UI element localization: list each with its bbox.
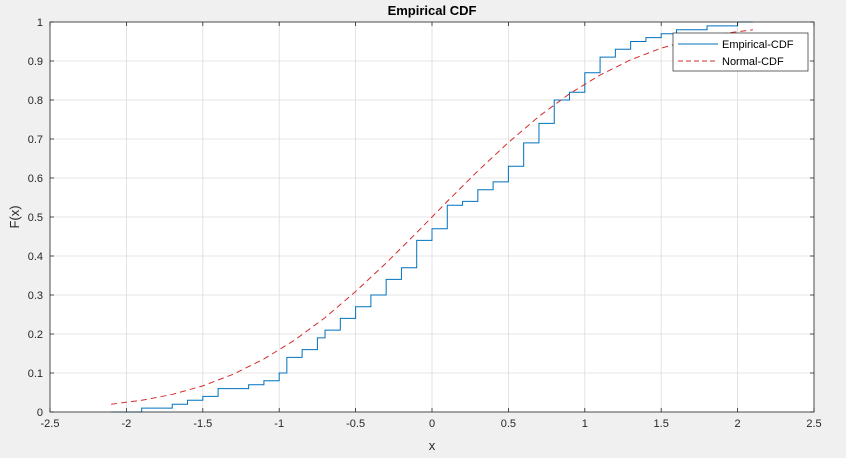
y-tick-label: 1 [37, 17, 43, 29]
x-tick-label: -0.5 [346, 418, 365, 430]
legend-label-normal: Normal-CDF [722, 56, 784, 68]
x-tick-label: 1 [582, 418, 588, 430]
x-tick-label: 2 [735, 418, 741, 430]
y-tick-label: 0.3 [28, 290, 43, 302]
series-line-empirical-cdf [111, 21, 753, 413]
y-tick-label: 0.6 [28, 173, 43, 185]
y-axis-label: F(x) [7, 205, 22, 228]
x-tick-label: 0 [429, 418, 435, 430]
x-tick-label: -1.5 [193, 418, 212, 430]
legend-box [672, 32, 809, 72]
x-tick-label: -1 [274, 418, 284, 430]
y-tick-label: 0.1 [28, 368, 43, 380]
y-tick-label: 0.8 [28, 95, 43, 107]
x-tick-label: 2.5 [806, 418, 821, 430]
y-tick-label: 0 [37, 407, 43, 419]
x-axis-ticks: -2.5 -2 -1.5 -1 -0.5 0 0.5 1 1.5 2 2.5 [41, 22, 822, 430]
y-axis-ticks: 0 0.1 0.2 0.3 0.4 0.5 0.6 0.7 0.8 0.9 1 [28, 17, 814, 419]
chart-title: Empirical CDF [388, 3, 477, 18]
x-axis-label: x [429, 438, 436, 453]
y-tick-label: 0.7 [28, 134, 43, 146]
y-tick-label: 0.2 [28, 329, 43, 341]
series-layer [111, 21, 753, 413]
series-line-normal-cdf [111, 29, 753, 405]
y-tick-label: 0.5 [28, 212, 43, 224]
legend-label-empirical: Empirical-CDF [722, 39, 794, 51]
x-tick-label: -2 [122, 418, 132, 430]
y-tick-label: 0.9 [28, 56, 43, 68]
x-tick-label: 0.5 [501, 418, 516, 430]
y-tick-label: 0.4 [28, 251, 43, 263]
x-tick-label: 1.5 [654, 418, 669, 430]
legend: Empirical-CDF Normal-CDF [672, 32, 809, 72]
x-tick-label: -2.5 [41, 418, 60, 430]
